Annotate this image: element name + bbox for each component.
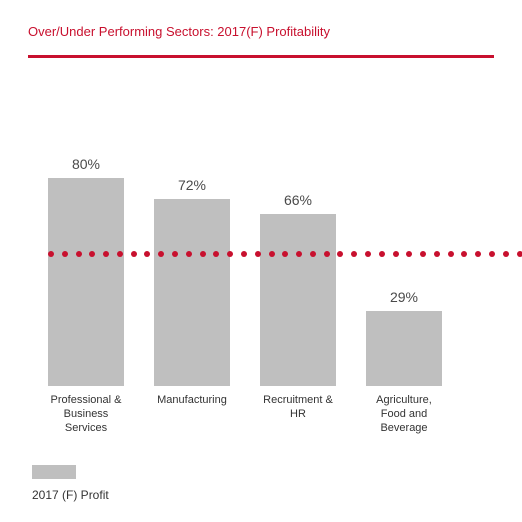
x-axis-labels: Professional & Business Services Manufact… bbox=[48, 394, 474, 435]
x-axis-label: Recruitment & HR bbox=[260, 394, 336, 435]
bar bbox=[366, 311, 442, 386]
bar bbox=[48, 178, 124, 386]
chart-title: Over/Under Performing Sectors: 2017(F) P… bbox=[28, 24, 494, 39]
average-dot bbox=[489, 251, 495, 257]
chart-container: Over/Under Performing Sectors: 2017(F) P… bbox=[0, 0, 522, 522]
legend-text: 2017 (F) Profit bbox=[32, 488, 109, 502]
average-dot bbox=[475, 251, 481, 257]
bars-row: 80% 72% 66% 29% bbox=[48, 126, 474, 386]
x-axis-label: Manufacturing bbox=[154, 394, 230, 435]
x-axis-label: Agriculture, Food and Beverage bbox=[366, 394, 442, 435]
bar-value-label: 72% bbox=[178, 177, 206, 193]
bar-col: 66% bbox=[260, 192, 336, 386]
average-dot bbox=[517, 251, 522, 257]
bar-col: 72% bbox=[154, 177, 230, 386]
x-axis-label: Professional & Business Services bbox=[48, 394, 124, 435]
average-dot bbox=[503, 251, 509, 257]
bar-value-label: 29% bbox=[390, 289, 418, 305]
title-underline bbox=[28, 55, 494, 58]
bar-value-label: 80% bbox=[72, 156, 100, 172]
bar-col: 80% bbox=[48, 156, 124, 386]
legend: 2017 (F) Profit bbox=[32, 465, 494, 502]
bar-value-label: 66% bbox=[284, 192, 312, 208]
chart-area: 80%72%66%29% 53% Average bbox=[48, 86, 474, 386]
legend-swatch bbox=[32, 465, 76, 479]
bar bbox=[154, 199, 230, 386]
bar-col: 29% bbox=[366, 289, 442, 386]
bar bbox=[260, 214, 336, 386]
